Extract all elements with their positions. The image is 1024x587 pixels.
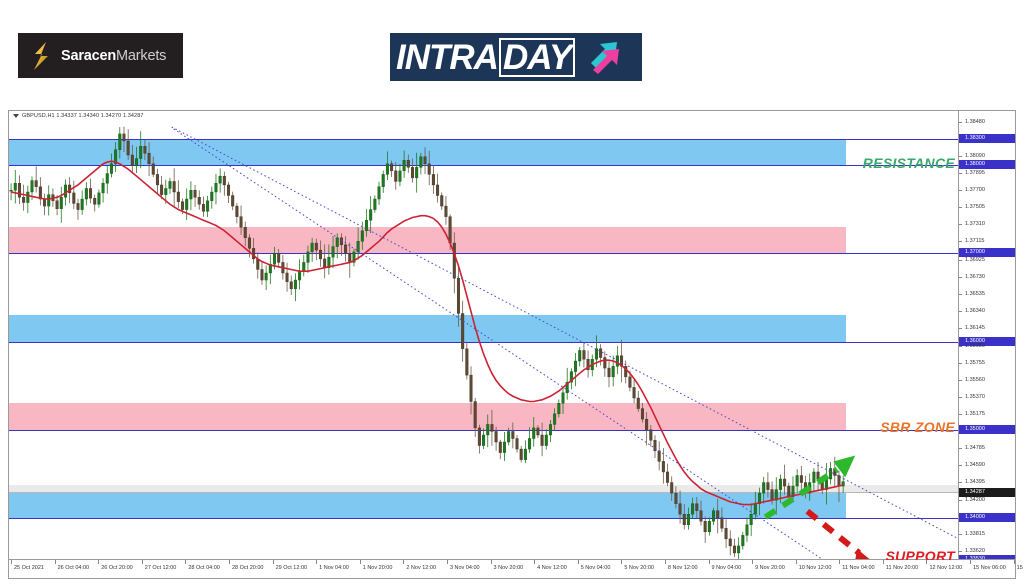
price-tick-1-35370: 1.35370 (959, 393, 1015, 402)
sbr-zone-band (9, 403, 846, 430)
resistance-zone-band (9, 139, 846, 165)
price-tick-1-36730: 1.36730 (959, 273, 1015, 282)
time-tick: 8 Nov 12:00 (664, 560, 698, 578)
price-tick-1-35950: 1.35950 (959, 342, 1015, 351)
time-tick: 27 Oct 12:00 (141, 560, 176, 578)
saracen-light-text: Markets (116, 47, 167, 64)
price-chart[interactable]: GBPUSD,H1 1.34337 1.34340 1.34270 1.3428… (8, 110, 1024, 579)
time-tick: 5 Nov 04:00 (577, 560, 610, 578)
price-tick-1-33815: 1.33815 (959, 530, 1015, 539)
resistance-label: RESISTANCE (862, 155, 955, 171)
time-tick: 4 Nov 12:00 (534, 560, 567, 578)
price-tick-1-35560: 1.35560 (959, 376, 1015, 385)
price-tick-1-38000: 1.38000 (959, 160, 1015, 169)
price-tick-1-37895: 1.37895 (959, 169, 1015, 178)
symbol-info-bar[interactable]: GBPUSD,H1 1.34337 1.34340 1.34270 1.3428… (13, 113, 144, 119)
price-tick-1-36925: 1.36925 (959, 256, 1015, 265)
time-tick: 26 Oct 04:00 (54, 560, 89, 578)
time-tick: 1 Nov 04:00 (316, 560, 349, 578)
current-price-line (9, 492, 959, 493)
price-tick-1-37000: 1.37000 (959, 248, 1015, 257)
intraday-arrows-icon (581, 37, 625, 77)
time-tick: 11 Nov 04:00 (839, 560, 875, 578)
time-tick: 15 Nov 06:00 (970, 560, 1006, 578)
time-tick: 28 Oct 04:00 (185, 560, 220, 578)
sbr-zone-label: SBR ZONE (880, 419, 955, 435)
saracen-markets-logo: SaracenMarkets (18, 33, 183, 78)
time-tick: 3 Nov 04:00 (446, 560, 480, 578)
chevron-down-icon[interactable] (13, 114, 19, 118)
saracen-s-mark-icon (30, 41, 52, 71)
symbol-info-text: GBPUSD,H1 1.34337 1.34340 1.34270 1.3428… (22, 113, 144, 119)
price-tick-1-36145: 1.36145 (959, 324, 1015, 333)
time-tick: 9 Nov 04:00 (708, 560, 741, 578)
time-tick: 1 Nov 20:00 (359, 560, 392, 578)
price-tick-1-34590: 1.34590 (959, 461, 1015, 470)
upper-pink-zone-band (9, 227, 846, 253)
support-label: SUPPORT (885, 548, 955, 560)
time-tick: 10 Nov 12:00 (795, 560, 831, 578)
price-tick-1-33620: 1.33620 (959, 547, 1015, 556)
price-tick-1-36000: 1.36000 (959, 337, 1015, 346)
time-tick: 29 Oct 12:00 (272, 560, 307, 578)
price-tick-1-37310: 1.37310 (959, 220, 1015, 229)
price-tick-1-34000: 1.34000 (959, 513, 1015, 522)
level-line-1-38300 (9, 139, 959, 140)
intraday-logo: INTRA DAY (390, 33, 642, 81)
price-tick-1-34287: 1.34287 (959, 488, 1015, 497)
intraday-text-day: DAY (498, 37, 576, 77)
saracen-wordmark: SaracenMarkets (61, 48, 166, 64)
price-tick-1-35000: 1.35000 (959, 425, 1015, 434)
intraday-text-intra: INTRA (396, 37, 499, 77)
price-tick-1-36340: 1.36340 (959, 307, 1015, 316)
price-tick-1-38480: 1.38480 (959, 118, 1015, 127)
price-tick-1-34785: 1.34785 (959, 444, 1015, 453)
saracen-bold-text: Saracen (61, 47, 117, 64)
time-tick: 2 Nov 12:00 (403, 560, 436, 578)
price-tick-1-38090: 1.38090 (959, 152, 1015, 161)
price-tick-1-34200: 1.34200 (959, 496, 1015, 505)
time-tick: 5 Nov 20:00 (621, 560, 654, 578)
time-tick: 9 Nov 20:00 (752, 560, 785, 578)
price-axis[interactable]: 1.38480 1.38300 1.38090 1.38000 1.37895 1.377… (958, 111, 1015, 571)
level-line-1-37000 (9, 253, 959, 254)
time-tick: 3 Nov 20:00 (490, 560, 523, 578)
level-line-1-34000 (9, 518, 959, 519)
price-tick-1-35755: 1.35755 (959, 359, 1015, 368)
level-line-1-35000 (9, 430, 959, 431)
time-tick: 28 Oct 20:00 (228, 560, 263, 578)
price-tick-1-37505: 1.37505 (959, 203, 1015, 212)
chart-plot-area[interactable]: GBPUSD,H1 1.34337 1.34340 1.34270 1.3428… (9, 111, 959, 560)
price-tick-1-37115: 1.37115 (959, 237, 1015, 246)
intraday-wordmark: INTRA DAY (396, 37, 576, 77)
price-tick-1-38300: 1.38300 (959, 134, 1015, 143)
time-tick: 26 Oct 20:00 (98, 560, 133, 578)
price-tick-1-34395: 1.34395 (959, 478, 1015, 487)
mid-blue-zone-band (9, 315, 846, 342)
level-line-1-36000 (9, 342, 959, 343)
price-tick-1-37700: 1.37700 (959, 186, 1015, 195)
price-tick-1-36535: 1.36535 (959, 290, 1015, 299)
page-header: SaracenMarkets INTRA DAY (0, 0, 1024, 104)
time-tick: 12 Nov 12:00 (926, 560, 962, 578)
time-tick: 25 Oct 2021 (11, 560, 44, 578)
current-price-grey-band (9, 485, 959, 492)
support-zone-band (9, 492, 846, 518)
level-line-1-38000 (9, 165, 959, 166)
time-tick: 11 Nov 20:00 (882, 560, 918, 578)
time-tick: 15 Nov 22:00 (1013, 560, 1024, 578)
price-tick-1-35175: 1.35175 (959, 410, 1015, 419)
time-axis[interactable]: 25 Oct 2021 26 Oct 04:00 26 Oct 20:00 27 Oc… (9, 559, 1024, 578)
